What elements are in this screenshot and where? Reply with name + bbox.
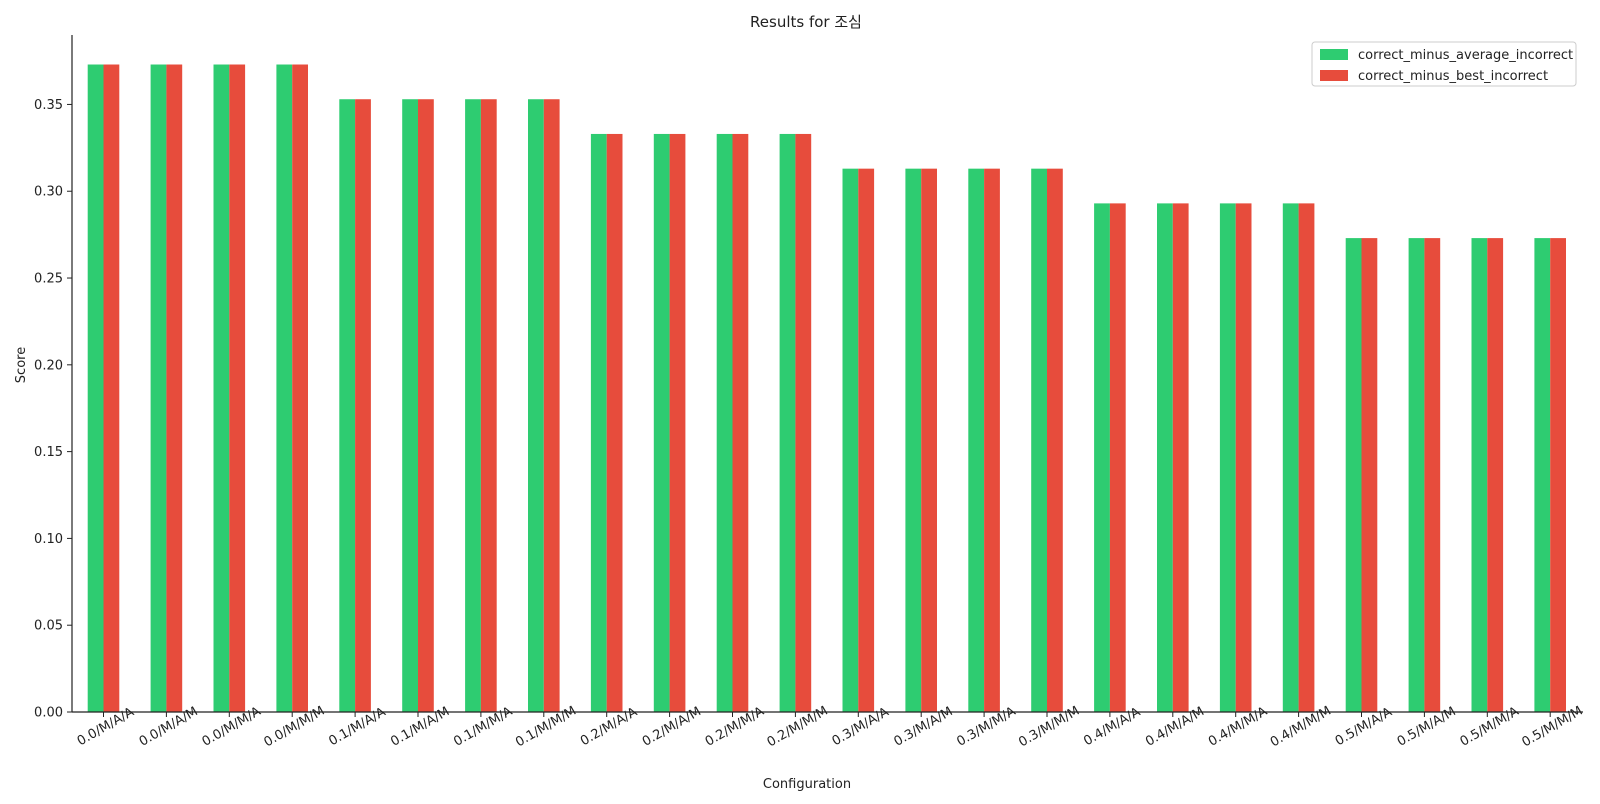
y-tick-label: 0.00 [34,706,63,721]
bar-best-incorrect-0 [103,64,120,712]
legend-frame [1311,41,1577,87]
bar-best-incorrect-11 [795,133,812,712]
bars-layer [87,64,1566,713]
bar-avg-incorrect-7 [528,99,544,713]
bar-best-incorrect-8 [606,133,623,712]
bar-best-incorrect-6 [480,99,497,713]
bar-avg-incorrect-19 [1282,203,1299,712]
bar-avg-incorrect-17 [1157,203,1173,712]
legend-swatch-correct-minus-best-incorrect [1320,70,1348,81]
y-tick-label: 0.05 [34,619,63,634]
legend-label-correct-minus-average-incorrect: correct_minus_average_incorrect [1358,48,1573,63]
bar-avg-incorrect-13 [905,168,922,712]
bar-best-incorrect-20 [1361,238,1378,712]
bar-avg-incorrect-1 [150,64,167,712]
bar-best-incorrect-10 [732,133,749,712]
bar-best-incorrect-23 [1550,238,1566,712]
legend-label-correct-minus-best-incorrect: correct_minus_best_incorrect [1358,69,1548,84]
y-tick-label: 0.30 [34,185,63,200]
y-tick-label: 0.15 [34,445,63,460]
bar-best-incorrect-2 [229,64,246,712]
bar-avg-incorrect-4 [339,99,356,713]
bar-best-incorrect-7 [543,99,560,713]
bar-avg-incorrect-22 [1471,238,1488,712]
bar-avg-incorrect-12 [842,168,859,712]
bar-avg-incorrect-11 [779,133,796,712]
x-axis-label: Configuration [763,777,851,792]
bar-avg-incorrect-9 [653,133,670,712]
bar-avg-incorrect-0 [87,64,104,712]
bar-avg-incorrect-10 [716,133,733,712]
bar-avg-incorrect-5 [402,99,418,713]
bar-best-incorrect-21 [1424,238,1441,712]
bar-avg-incorrect-16 [1094,203,1110,712]
y-tick-label: 0.35 [34,98,63,113]
y-axis-label: Score [14,347,29,383]
bar-best-incorrect-22 [1487,238,1504,712]
bar-best-incorrect-16 [1109,203,1126,712]
bar-avg-incorrect-6 [465,99,481,713]
bar-avg-incorrect-2 [213,64,230,712]
chart-title: Results for 조심 [750,13,862,31]
bar-best-incorrect-4 [355,99,371,713]
bar-avg-incorrect-18 [1219,203,1236,712]
bar-best-incorrect-19 [1298,203,1315,712]
bar-avg-incorrect-20 [1345,238,1362,712]
y-tick-label: 0.10 [34,532,63,547]
bar-avg-incorrect-21 [1408,238,1425,712]
bar-best-incorrect-18 [1235,203,1252,712]
bar-best-incorrect-3 [292,64,308,712]
bar-avg-incorrect-15 [1031,168,1047,712]
bar-best-incorrect-14 [984,168,1000,712]
bar-avg-incorrect-3 [276,64,293,712]
bar-best-incorrect-15 [1047,168,1063,712]
bar-best-incorrect-5 [418,99,434,713]
legend-swatch-correct-minus-average-incorrect [1320,49,1348,60]
y-tick-label: 0.20 [34,358,63,373]
bar-avg-incorrect-8 [590,133,607,712]
bar-avg-incorrect-14 [968,168,985,712]
bar-best-incorrect-12 [858,168,875,712]
bar-best-incorrect-13 [921,168,937,712]
bar-best-incorrect-1 [166,64,183,712]
bar-best-incorrect-17 [1172,203,1189,712]
bar-avg-incorrect-23 [1534,238,1551,712]
legend: correct_minus_average_incorrect correct_… [1311,41,1577,87]
y-tick-label: 0.25 [34,272,63,287]
bar-best-incorrect-9 [669,133,686,712]
